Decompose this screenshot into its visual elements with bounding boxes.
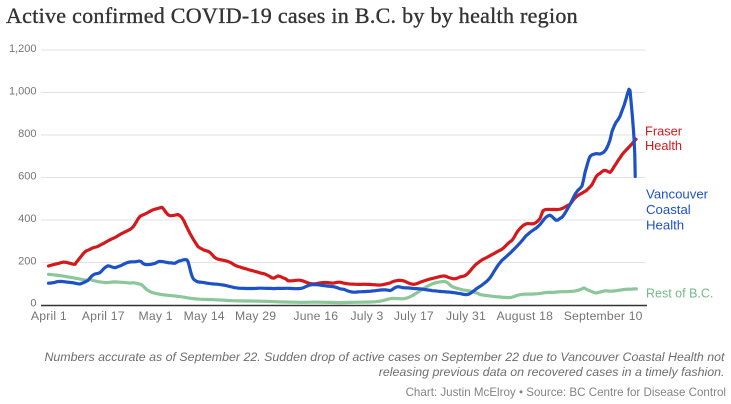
svg-text:800: 800 <box>18 128 36 140</box>
svg-text:April 17: April 17 <box>82 309 125 323</box>
svg-text:1,200: 1,200 <box>9 43 37 55</box>
svg-text:May 1: May 1 <box>138 309 172 323</box>
svg-text:September 10: September 10 <box>564 309 643 323</box>
svg-text:1,000: 1,000 <box>9 86 37 98</box>
svg-text:0: 0 <box>30 297 36 309</box>
svg-text:June 16: June 16 <box>293 309 338 323</box>
svg-text:600: 600 <box>18 171 36 183</box>
svg-text:Health: Health <box>645 138 682 153</box>
svg-text:May 29: May 29 <box>235 309 276 323</box>
svg-text:Fraser: Fraser <box>645 123 683 138</box>
svg-text:400: 400 <box>18 213 36 225</box>
svg-text:April 1: April 1 <box>31 309 67 323</box>
svg-text:May 14: May 14 <box>184 309 225 323</box>
svg-text:July 17: July 17 <box>394 309 434 323</box>
svg-text:200: 200 <box>18 256 36 268</box>
svg-text:Coastal: Coastal <box>646 202 691 217</box>
svg-text:July 31: July 31 <box>446 309 486 323</box>
svg-text:August 18: August 18 <box>496 309 553 323</box>
svg-text:Rest of B.C.: Rest of B.C. <box>646 286 713 300</box>
svg-text:Health: Health <box>646 218 684 233</box>
svg-text:Vancouver: Vancouver <box>646 186 709 201</box>
svg-text:July 3: July 3 <box>350 309 383 323</box>
